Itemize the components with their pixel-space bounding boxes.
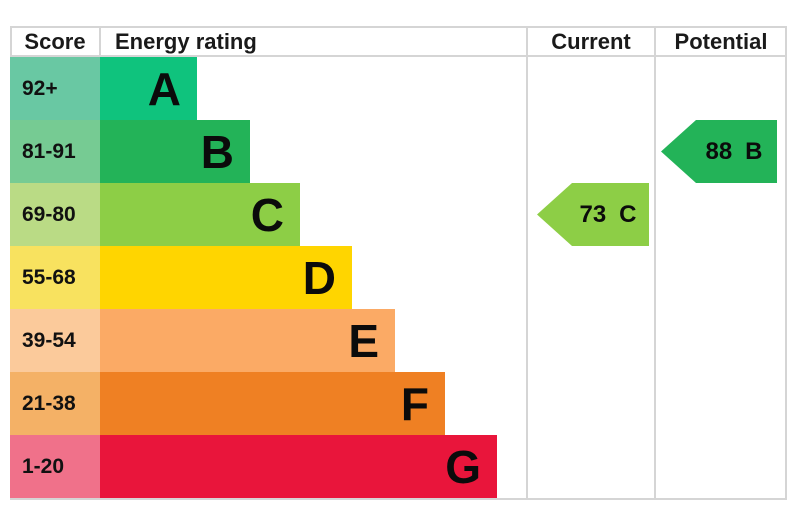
score-cell-f: 21-38 <box>10 372 100 435</box>
score-cell-c: 69-80 <box>10 183 100 246</box>
band-bar-f: F <box>100 372 445 435</box>
band-row-f: 21-38 F <box>10 372 787 435</box>
band-letter-c: C <box>250 188 284 241</box>
band-bar-b: B <box>100 120 250 183</box>
header-current: Current <box>551 28 631 54</box>
grid-line-header-bottom <box>10 55 787 57</box>
band-row-d: 55-68 D <box>10 246 787 309</box>
grid-line-top <box>10 26 787 28</box>
potential-rating-band: B <box>745 137 763 165</box>
header-score: Score <box>24 28 86 54</box>
score-cell-e: 39-54 <box>10 309 100 372</box>
band-letter-b: B <box>200 125 234 178</box>
band-row-e: 39-54 E <box>10 309 787 372</box>
band-letter-f: F <box>400 377 429 430</box>
band-bar-d: D <box>100 246 352 309</box>
grid-line-bottom <box>10 498 787 500</box>
current-rating-value: 73 <box>579 200 607 228</box>
grid-line-potential-divider <box>654 26 656 498</box>
score-cell-a: 92+ <box>10 57 100 120</box>
band-row-g: 1-20 G <box>10 435 787 498</box>
grid-line-score-divider <box>99 26 101 57</box>
score-cell-d: 55-68 <box>10 246 100 309</box>
band-bar-c: C <box>100 183 300 246</box>
band-bar-e: E <box>100 309 395 372</box>
band-row-a: 92+ A <box>10 57 787 120</box>
score-cell-b: 81-91 <box>10 120 100 183</box>
epc-rating-chart: Score Energy rating Current Potential 92… <box>10 26 787 500</box>
band-row-c: 69-80 C <box>10 183 787 246</box>
band-bar-a: A <box>100 57 197 120</box>
grid-line-current-divider <box>526 26 528 498</box>
grid-line-right <box>785 26 787 498</box>
band-letter-e: E <box>348 314 379 367</box>
potential-rating-value: 88 <box>705 137 733 165</box>
band-letter-d: D <box>302 251 336 304</box>
grid-line-left-header <box>10 26 12 57</box>
band-row-b: 81-91 B <box>10 120 787 183</box>
header-energy-rating: Energy rating <box>115 28 257 54</box>
current-rating-band: C <box>619 200 637 228</box>
band-letter-g: G <box>445 440 481 493</box>
score-cell-g: 1-20 <box>10 435 100 498</box>
header-potential: Potential <box>674 28 768 54</box>
band-letter-a: A <box>147 62 181 115</box>
band-bar-g: G <box>100 435 497 498</box>
